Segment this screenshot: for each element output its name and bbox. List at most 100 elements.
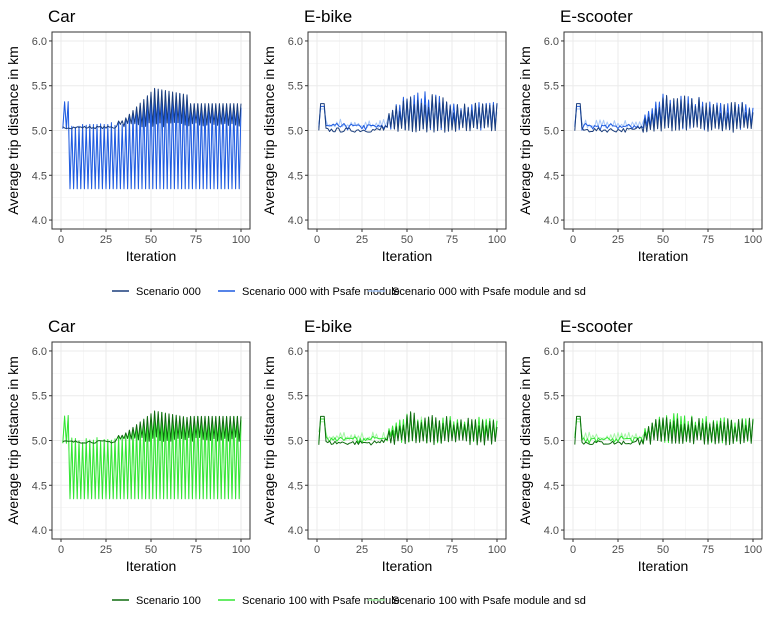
y-tick-label: 5.0 [288,126,303,138]
x-tick-label: 75 [446,234,458,246]
y-tick-label: 4.5 [32,170,47,182]
panel-title: E-scooter [560,317,633,336]
y-tick-label: 5.0 [32,436,47,448]
x-tick-label: 75 [446,544,458,556]
x-tick-label: 25 [356,234,368,246]
x-tick-label: 50 [657,234,669,246]
panel-title: E-bike [304,317,352,336]
x-tick-label: 75 [190,544,202,556]
x-tick-label: 25 [612,544,624,556]
y-tick-label: 4.0 [32,525,47,537]
y-tick-label: 6.0 [32,346,47,358]
y-tick-label: 6.0 [544,36,559,48]
y-tick-label: 5.5 [544,391,559,403]
x-tick-label: 50 [401,234,413,246]
x-tick-label: 0 [314,234,320,246]
y-tick-label: 4.0 [288,215,303,227]
x-axis-label: Iteration [382,558,433,574]
y-tick-label: 5.5 [544,81,559,93]
x-tick-label: 25 [100,544,112,556]
x-tick-label: 100 [488,234,506,246]
y-axis-label: Average trip distance in km [261,356,277,525]
panel-title: E-bike [304,7,352,26]
y-tick-label: 6.0 [288,346,303,358]
series-line-1 [62,89,242,190]
y-tick-label: 6.0 [544,346,559,358]
y-tick-label: 5.5 [288,81,303,93]
series-line-0 [318,411,498,446]
series-line-0 [574,415,754,446]
panel-title: Car [48,317,76,336]
x-tick-label: 0 [570,544,576,556]
y-axis-label: Average trip distance in km [517,356,533,525]
y-tick-label: 4.5 [32,480,47,492]
legend-label: Scenario 100 with Psafe module [242,595,400,607]
panel-0-escooter: E-scooter 0 25 50 75 100 4.0 4.5 5.0 5.5 6.0 Iterat… [517,7,763,264]
x-tick-label: 100 [744,234,762,246]
y-tick-label: 6.0 [32,36,47,48]
x-tick-label: 0 [58,234,64,246]
x-axis-label: Iteration [382,248,433,264]
y-tick-label: 5.0 [544,126,559,138]
x-tick-label: 25 [100,234,112,246]
x-tick-label: 100 [232,544,250,556]
x-tick-label: 50 [145,234,157,246]
x-tick-label: 25 [356,544,368,556]
y-tick-label: 6.0 [288,36,303,48]
legend-label: Scenario 000 with Psafe module [242,286,400,298]
y-tick-label: 4.0 [288,525,303,537]
panel-1-car: Car 0 25 50 75 100 4.0 4.5 5.0 5.5 6.0 Iteration Ave… [5,317,251,574]
series-line-0 [62,410,242,444]
series-line-0 [574,94,754,133]
x-tick-label: 50 [145,544,157,556]
panel-0-ebike: E-bike 0 25 50 75 100 4.0 4.5 5.0 5.5 6.0 Iteration… [261,7,507,264]
x-tick-label: 100 [488,544,506,556]
y-tick-label: 4.5 [544,170,559,182]
y-tick-label: 5.0 [32,126,47,138]
y-tick-label: 5.5 [32,81,47,93]
x-axis-label: Iteration [126,248,177,264]
legend-scenario-100: Scenario 100 Scenario 100 with Psafe modu… [112,595,586,607]
panel-0-car: Car 0 25 50 75 100 4.0 4.5 5.0 5.5 6.0 Iteration Ave… [5,7,251,264]
legend-label: Scenario 100 with Psafe module and sd [392,595,586,607]
x-tick-label: 50 [657,544,669,556]
x-tick-label: 75 [190,234,202,246]
y-tick-label: 4.0 [544,215,559,227]
series-line-0 [318,94,498,133]
y-tick-label: 5.0 [288,436,303,448]
panel-title: E-scooter [560,7,633,26]
panel-title: Car [48,7,76,26]
series-line-0 [62,87,242,130]
legend-label: Scenario 100 [136,595,201,607]
x-tick-label: 75 [702,544,714,556]
y-tick-label: 4.5 [288,170,303,182]
y-tick-label: 5.0 [544,436,559,448]
panel-1-escooter: E-scooter 0 25 50 75 100 4.0 4.5 5.0 5.5 6.0 Iterat… [517,317,763,574]
y-tick-label: 4.5 [288,480,303,492]
y-axis-label: Average trip distance in km [261,46,277,215]
x-tick-label: 100 [744,544,762,556]
x-tick-label: 50 [401,544,413,556]
series-line-1 [62,411,242,500]
legend-label: Scenario 000 [136,286,201,298]
x-tick-label: 75 [702,234,714,246]
y-axis-label: Average trip distance in km [5,356,21,525]
x-axis-label: Iteration [638,248,689,264]
x-tick-label: 25 [612,234,624,246]
x-axis-label: Iteration [638,558,689,574]
y-axis-label: Average trip distance in km [517,46,533,215]
x-tick-label: 100 [232,234,250,246]
y-tick-label: 5.5 [288,391,303,403]
legend-scenario-000: Scenario 000 Scenario 000 with Psafe modu… [112,286,586,298]
x-tick-label: 0 [58,544,64,556]
y-tick-label: 4.5 [544,480,559,492]
y-tick-label: 5.5 [32,391,47,403]
y-tick-label: 4.0 [544,525,559,537]
x-axis-label: Iteration [126,558,177,574]
x-tick-label: 0 [314,544,320,556]
x-tick-label: 0 [570,234,576,246]
panel-1-ebike: E-bike 0 25 50 75 100 4.0 4.5 5.0 5.5 6.0 Iteration… [261,317,507,574]
y-axis-label: Average trip distance in km [5,46,21,215]
y-tick-label: 4.0 [32,215,47,227]
